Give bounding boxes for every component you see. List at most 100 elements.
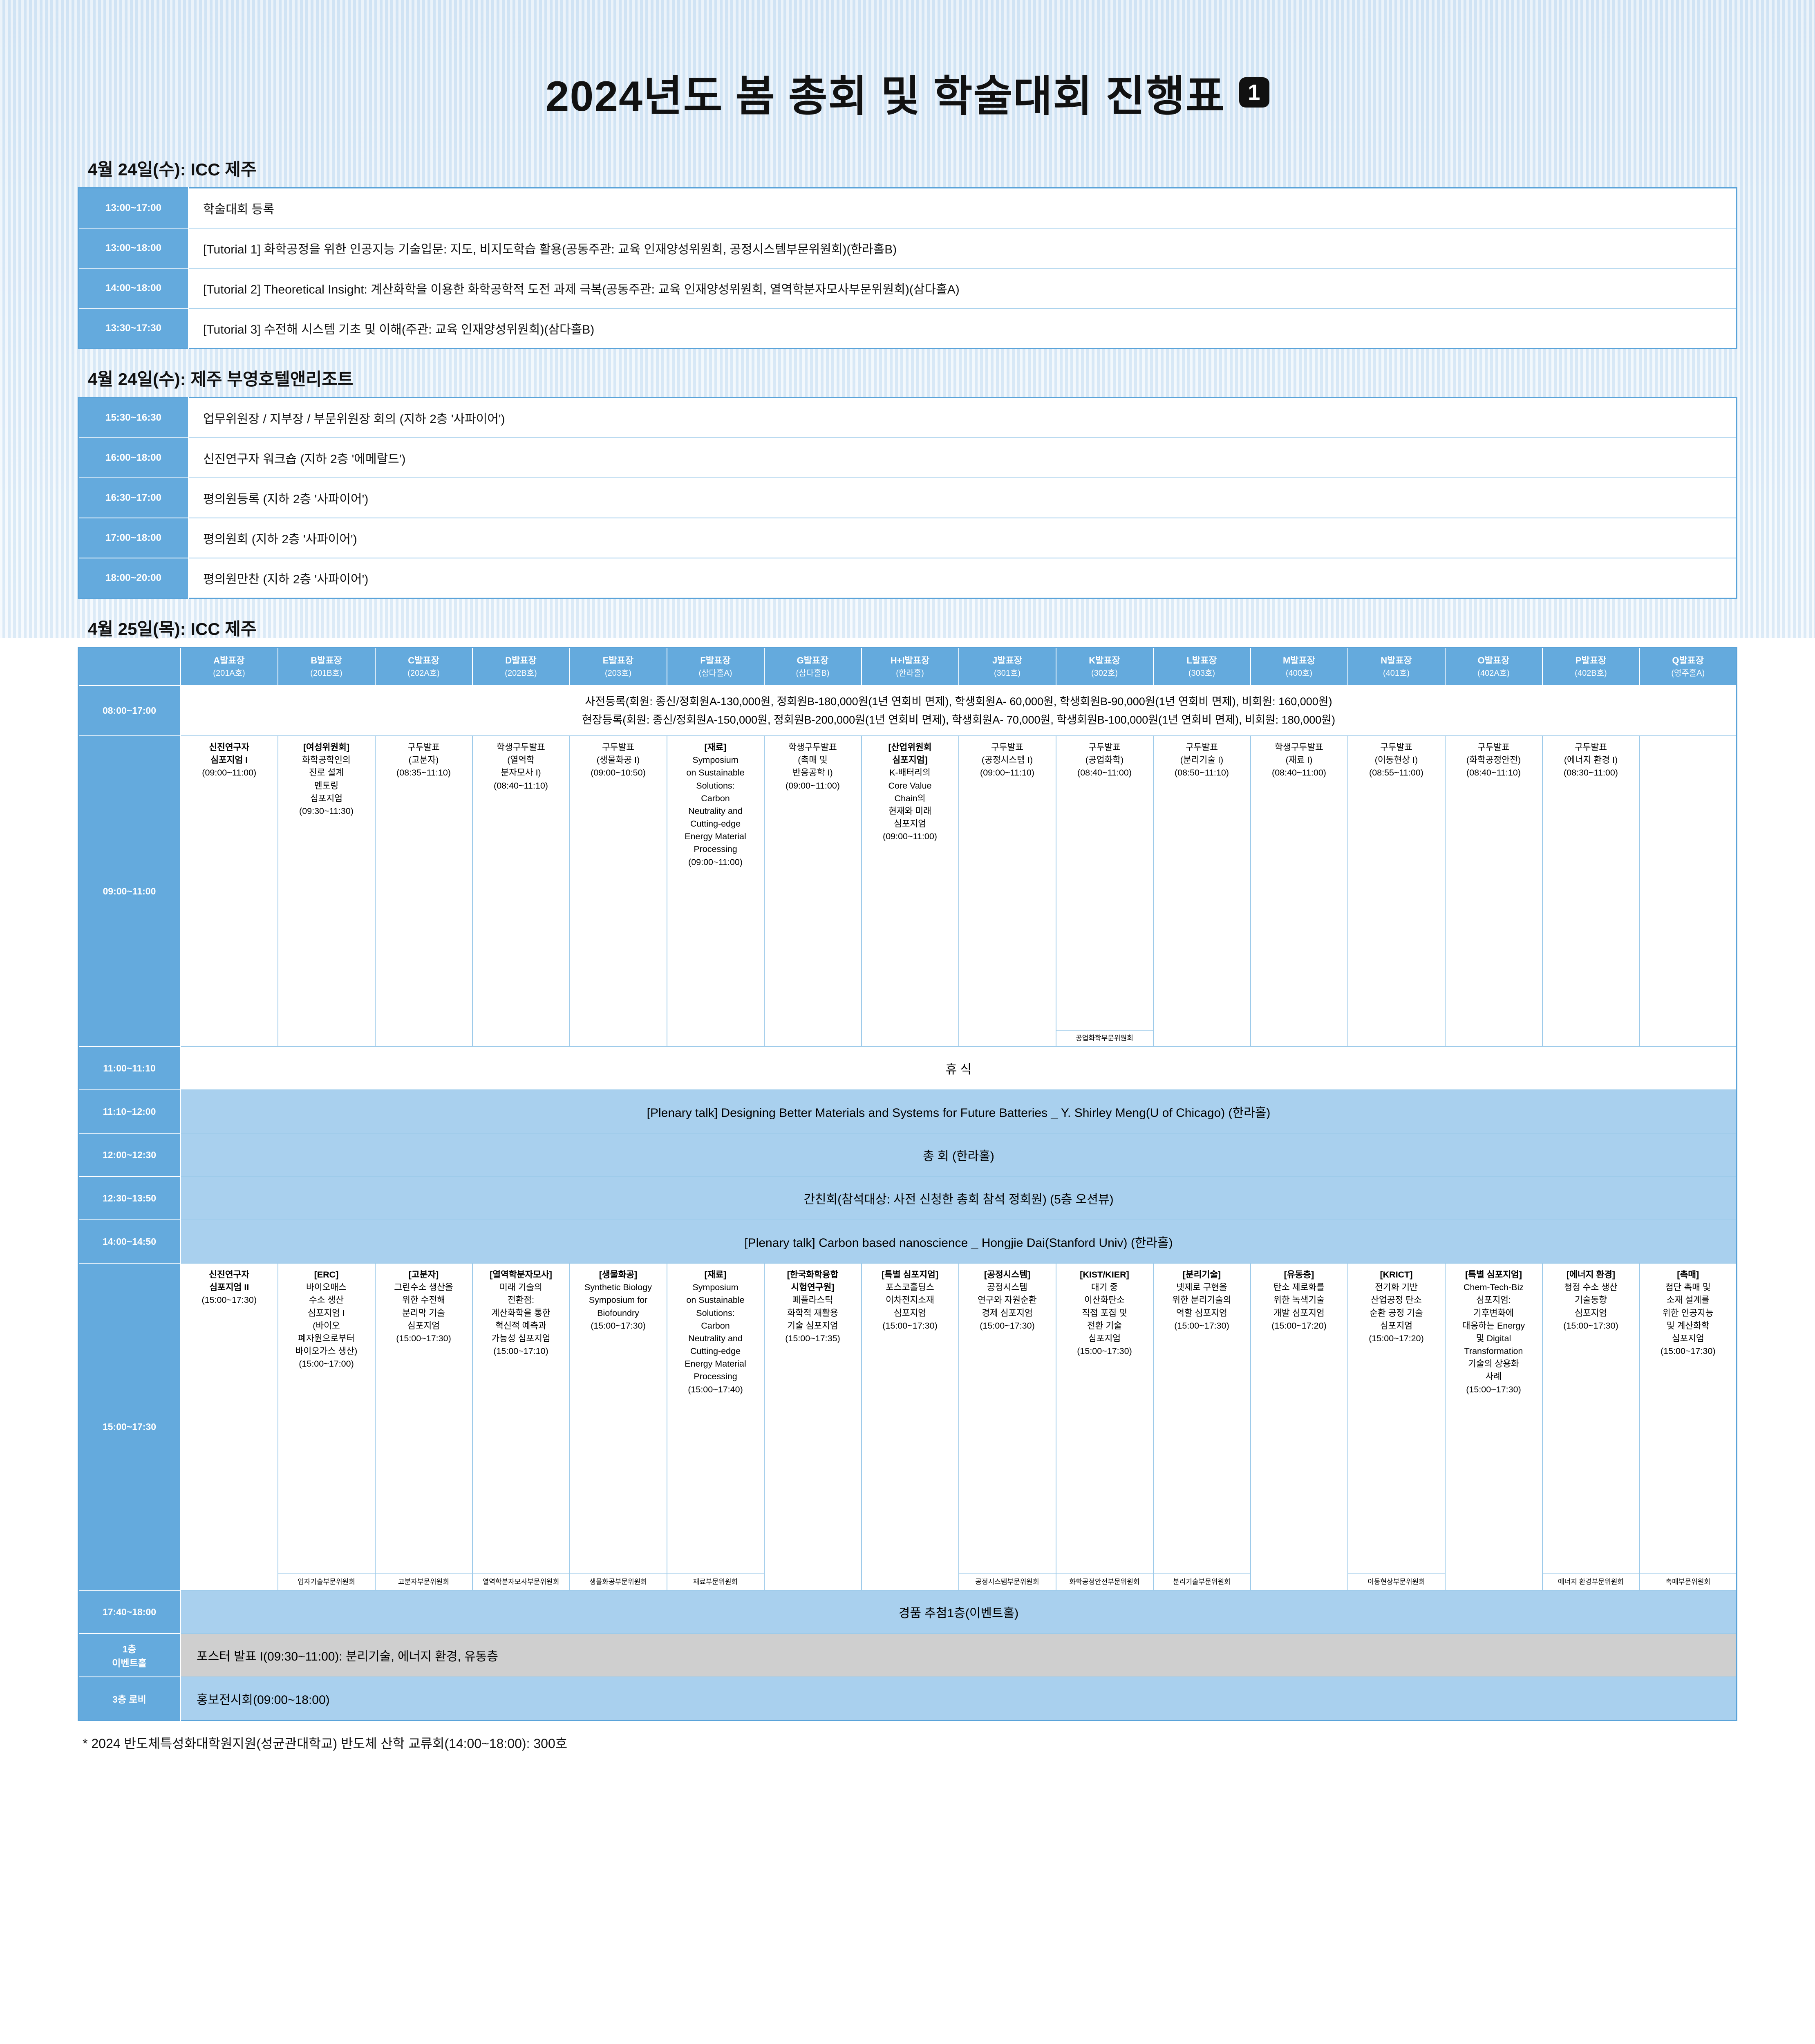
venue-header-5: F발표장 (삼다홀A) — [666, 647, 765, 686]
session-cell[interactable]: [KRICT] 전기화 기반 산업공정 탄소 순환 공정 기술 심포지엄 (15:00~1… — [1347, 1263, 1446, 1591]
session-subtitle-10: 구두발표 (분리기술 I) — [1180, 742, 1224, 765]
session-subtitle-4: Synthetic Biology Symposium for Biofoundry — [584, 1282, 652, 1318]
plenary-row-time-1: 11:10~12:00 — [78, 1089, 181, 1134]
venue-room-8: (301호) — [994, 669, 1021, 678]
session-committee-tag-9: 공업화학부문위원회 — [1056, 1029, 1153, 1047]
plenary-row-time-0: 11:00~11:10 — [78, 1046, 181, 1091]
row-time: 16:30~17:00 — [78, 477, 189, 518]
session-cell[interactable]: 구두발표 (화학공정안전) (08:40~11:10) — [1444, 735, 1543, 1047]
session-cell[interactable]: [유동층] 탄소 제로화를 위한 녹색기술 개발 심포지엄 (15:00~17:20) — [1250, 1263, 1348, 1591]
venue-header-6: G발표장 (삼다홀B) — [763, 647, 862, 686]
venue-header-12: N발표장 (401호) — [1347, 647, 1446, 686]
session-cell[interactable]: [열역학분자모사] 미래 기술의 전환점: 계산화학을 통한 혁신적 예측과 가능성 심포… — [472, 1263, 570, 1591]
table-row: 16:30~17:00 평의원등록 (지하 2층 '사파이어') — [78, 477, 1737, 518]
session-cell[interactable]: [공정시스템] 공정시스템 연구와 자원순환 경제 심포지엄 (15:00~17:30)… — [958, 1263, 1056, 1591]
plenary-row-0: 11:00~11:10 휴 식 — [78, 1046, 1737, 1091]
table-row: 17:00~18:00 평의원회 (지하 2층 '사파이어') — [78, 518, 1737, 558]
session-title-11: [유동층] — [1284, 1270, 1314, 1280]
table-row: 15:30~16:30 업무위원장 / 지부장 / 부문위원장 회의 (지하 2층… — [78, 397, 1737, 438]
venue-header-3: D발표장 (202B호) — [472, 647, 570, 686]
venue-room-12: (401호) — [1383, 669, 1410, 678]
registration-fees: 사전등록(회원: 종신/정회원A-130,000원, 정회원B-180,000원… — [180, 685, 1737, 737]
session-time-7: (15:00~17:30) — [882, 1320, 938, 1331]
session-time-11: (08:40~11:00) — [1272, 768, 1326, 778]
venue-room-15: (영주홀A) — [1671, 669, 1705, 678]
session-cell[interactable]: [ERC] 바이오매스 수소 생산 심포지엄 I (바이오 폐자원으로부터 바이오가스 생산… — [277, 1263, 376, 1591]
venue-room-5: (삼다홀A) — [698, 669, 732, 678]
session-time-0: (09:00~11:00) — [202, 768, 257, 778]
session-cell[interactable]: 구두발표 (에너지 환경 I) (08:30~11:00) — [1542, 735, 1640, 1047]
venue-header-8: J발표장 (301호) — [958, 647, 1056, 686]
session-cell[interactable]: [생물화공] Synthetic Biology Symposium for Biof… — [569, 1263, 667, 1591]
session-time-5: (09:00~11:00) — [688, 857, 743, 867]
row-text: [Tutorial 2] Theoretical Insight: 계산화학을 … — [188, 268, 1737, 309]
session-cell[interactable]: 학생구두발표 (재료 I) (08:40~11:00) — [1250, 735, 1348, 1047]
session-cell[interactable]: 구두발표 (이동현상 I) (08:55~11:00) — [1347, 735, 1446, 1047]
page-title-wrap: 2024년도 봄 총회 및 학술대회 진행표 1 — [78, 0, 1737, 139]
row-time: 14:00~18:00 — [78, 268, 189, 309]
session-time-9: (15:00~17:30) — [1077, 1346, 1132, 1356]
venue-header-14: P발표장 (402B호) — [1542, 647, 1640, 686]
table-row: 18:00~20:00 평의원만찬 (지하 2층 '사파이어') — [78, 558, 1737, 599]
session-cell[interactable]: 구두발표 (생물화공 I) (09:00~10:50) — [569, 735, 667, 1047]
session-cell[interactable]: [산업위원회 심포지엄] K-배터리의 Core Value Chain의 현재와 미래 심… — [861, 735, 959, 1047]
session-time-8: (09:00~11:10) — [980, 768, 1034, 778]
session-cell[interactable]: [재료] Symposium on Sustainable Solutions: Car… — [666, 1263, 765, 1591]
session-cell[interactable]: [한국화학융합 시험연구원] 폐플라스틱 화학적 재활용 기술 심포지엄 (15:00~1… — [763, 1263, 862, 1591]
session-cell[interactable]: [특별 심포지엄] 포스코홀딩스 이차전지소재 심포지엄 (15:00~17:30) — [861, 1263, 959, 1591]
session-cell[interactable]: 구두발표 (분리기술 I) (08:50~11:10) — [1153, 735, 1251, 1047]
session-time-9: (08:40~11:00) — [1077, 768, 1132, 778]
session-cell[interactable]: 학생구두발표 (열역학 분자모사 I) (08:40~11:10) — [472, 735, 570, 1047]
session-subtitle-5: Symposium on Sustainable Solutions: Carbon N… — [685, 755, 746, 854]
row-text: 평의원만찬 (지하 2층 '사파이어') — [188, 558, 1737, 599]
row-time: 18:00~20:00 — [78, 558, 189, 599]
session-subtitle-5: Symposium on Sustainable Solutions: Carbon N… — [685, 1282, 746, 1382]
session-cell[interactable]: 구두발표 (고분자) (08:35~11:10) — [374, 735, 473, 1047]
plenary-row-4: 14:00~14:50 [Plenary talk] Carbon based n… — [78, 1219, 1737, 1264]
session-time-2: (15:00~17:30) — [396, 1333, 451, 1343]
row-text: 신진연구자 워크숍 (지하 2층 '에메랄드') — [188, 437, 1737, 478]
venue-room-2: (202A호) — [407, 669, 440, 678]
row-time: 13:00~18:00 — [78, 228, 189, 269]
session-subtitle-4: 구두발표 (생물화공 I) — [596, 742, 640, 765]
session-cell[interactable]: [고분자] 그린수소 생산을 위한 수전해 분리막 기술 심포지엄 (15:00~17:3… — [374, 1263, 473, 1591]
session-cell[interactable]: [KIST/KIER] 대기 중 이산화탄소 직접 포집 및 전환 기술 심포지엄 (15:… — [1055, 1263, 1154, 1591]
session-subtitle-2: 구두발표 (고분자) — [407, 742, 440, 765]
session-cell[interactable] — [1639, 735, 1737, 1047]
session-subtitle-11: 탄소 제로화를 위한 녹색기술 개발 심포지엄 — [1273, 1282, 1325, 1318]
session-title-10: [분리기술] — [1182, 1270, 1221, 1280]
table-row: 13:30~17:30 [Tutorial 3] 수전해 시스템 기초 및 이해(… — [78, 308, 1737, 349]
session-cell[interactable]: [촉매] 첨단 촉매 및 소재 설계를 위한 인공지능 및 계산화학 심포지엄 (15:00… — [1639, 1263, 1737, 1591]
plenary-row-time-3: 12:30~13:50 — [78, 1176, 181, 1221]
session-time-6: (15:00~17:35) — [785, 1333, 840, 1343]
session-title-1: [여성위원회] — [303, 742, 350, 753]
header-corner-cell — [78, 647, 181, 686]
session-time-14: (08:30~11:00) — [1564, 768, 1618, 778]
row-time: 17:00~18:00 — [78, 518, 189, 558]
session-cell[interactable]: 구두발표 (공정시스템 I) (09:00~11:10) — [958, 735, 1056, 1047]
session-cell[interactable]: 구두발표 (공업화학) (08:40~11:00) 공업화학부문위원회 — [1055, 735, 1154, 1047]
session-subtitle-14: 구두발표 (에너지 환경 I) — [1564, 742, 1618, 765]
session-cell[interactable]: [여성위원회] 화학공학인의 진로 설계 멘토링 심포지엄 (09:30~11:30) — [277, 735, 376, 1047]
venue-room-3: (202B호) — [505, 669, 537, 678]
section-heading-day1-hotel: 4월 24일(수): 제주 부영호텔앤리조트 — [88, 370, 354, 389]
session-cell[interactable]: [특별 심포지엄] Chem-Tech-Biz 심포지엄: 기후변화에 대응하는 Ene… — [1444, 1263, 1543, 1591]
plenary-row-time-2: 12:00~12:30 — [78, 1133, 181, 1177]
morning-session-row: 09:00~11:00 신진연구자 심포지엄 I (09:00~11:00) [여성위원… — [78, 735, 1737, 1047]
session-title-7: [산업위원회 심포지엄] — [888, 742, 932, 765]
session-cell[interactable]: [재료] Symposium on Sustainable Solutions: Car… — [666, 735, 765, 1047]
session-cell[interactable]: [분리기술] 넷제로 구현을 위한 분리기술의 역할 심포지엄 (15:00~17:30… — [1153, 1263, 1251, 1591]
session-cell[interactable]: 학생구두발표 (촉매 및 반응공학 I) (09:00~11:00) — [763, 735, 862, 1047]
session-title-5: [재료] — [704, 1270, 727, 1280]
venue-header-1: B발표장 (201B호) — [277, 647, 376, 686]
session-time-1: (15:00~17:00) — [299, 1359, 354, 1369]
bottom-row-time-0: 17:40~18:00 — [78, 1590, 181, 1634]
session-subtitle-7: 포스코홀딩스 이차전지소재 심포지엄 — [886, 1282, 934, 1318]
session-time-3: (08:40~11:10) — [494, 780, 548, 791]
page-title: 2024년도 봄 총회 및 학술대회 진행표 1 — [546, 61, 1270, 123]
session-cell[interactable]: 신진연구자 심포지엄 II (15:00~17:30) — [180, 1263, 278, 1591]
session-cell[interactable]: [에너지 환경] 청정 수소 생산 기술동향 심포지엄 (15:00~17:30) 에너지… — [1542, 1263, 1640, 1591]
session-cell[interactable]: 신진연구자 심포지엄 I (09:00~11:00) — [180, 735, 278, 1047]
session-subtitle-3: 미래 기술의 전환점: 계산화학을 통한 혁신적 예측과 가능성 심포지엄 — [491, 1282, 551, 1343]
session-time-11: (15:00~17:20) — [1271, 1320, 1327, 1331]
